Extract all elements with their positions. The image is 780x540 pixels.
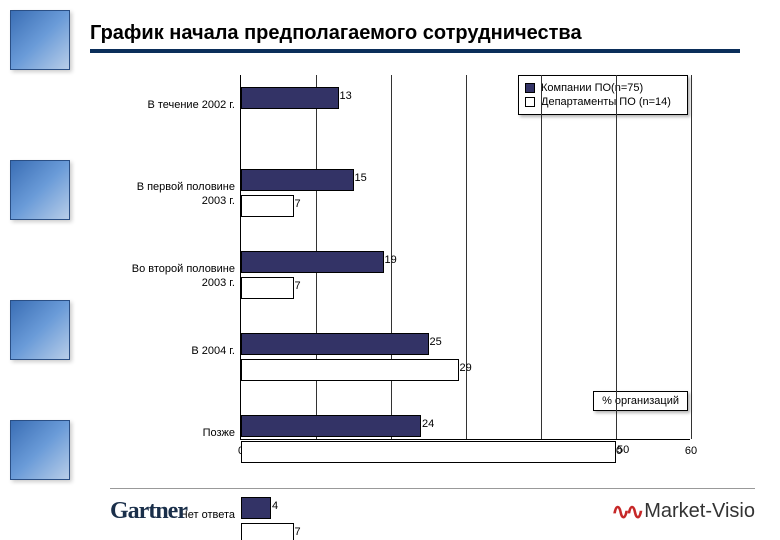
legend-swatch-departments bbox=[525, 97, 535, 107]
sidebar-image-4 bbox=[10, 420, 70, 480]
market-visio-label: Market-Visio bbox=[644, 500, 755, 523]
bar: 15 bbox=[241, 169, 354, 191]
legend-label-departments: Департаменты ПО (n=14) bbox=[541, 96, 671, 108]
category-label: Позже bbox=[110, 427, 235, 441]
header: График начала предполагаемого сотрудниче… bbox=[90, 22, 760, 53]
chart: Компании ПО(n=75) Департаменты ПО (n=14)… bbox=[110, 75, 690, 470]
bar: 24 bbox=[241, 415, 421, 437]
bar-value-label: 13 bbox=[340, 90, 360, 102]
bar-value-label: 24 bbox=[422, 418, 442, 430]
category-label: Во второй половине 2003 г. bbox=[110, 263, 235, 291]
gartner-logo: Gartner bbox=[110, 498, 187, 525]
bar-value-label: 50 bbox=[617, 444, 637, 456]
bar-value-label: 7 bbox=[295, 198, 315, 210]
bar: 7 bbox=[241, 277, 294, 299]
plot-area: Компании ПО(n=75) Департаменты ПО (n=14)… bbox=[240, 75, 690, 440]
bar: 29 bbox=[241, 359, 459, 381]
legend-item-companies: Компании ПО(n=75) bbox=[525, 82, 681, 94]
sidebar-image-3 bbox=[10, 300, 70, 360]
gridline bbox=[541, 75, 542, 439]
x-tick: 60 bbox=[685, 445, 697, 457]
legend-swatch-companies bbox=[525, 83, 535, 93]
gridline bbox=[691, 75, 692, 439]
footer: Gartner ∿∿ Market-Visio bbox=[110, 488, 755, 528]
bar-value-label: 29 bbox=[460, 362, 480, 374]
slide-title: График начала предполагаемого сотрудниче… bbox=[90, 22, 760, 45]
bar: 7 bbox=[241, 195, 294, 217]
bar: 13 bbox=[241, 87, 339, 109]
bar-value-label: 19 bbox=[385, 254, 405, 266]
market-visio-icon: ∿∿ bbox=[611, 499, 640, 525]
legend-item-departments: Департаменты ПО (n=14) bbox=[525, 96, 681, 108]
legend-label-companies: Компании ПО(n=75) bbox=[541, 82, 643, 94]
gridline bbox=[466, 75, 467, 439]
gridline bbox=[616, 75, 617, 439]
bar-value-label: 7 bbox=[295, 280, 315, 292]
bar: 50 bbox=[241, 441, 616, 463]
category-label: В первой половине 2003 г. bbox=[110, 181, 235, 209]
sidebar-image-1 bbox=[10, 10, 70, 70]
sidebar-image-2 bbox=[10, 160, 70, 220]
bar: 25 bbox=[241, 333, 429, 355]
x-axis-caption: % организаций bbox=[593, 391, 688, 411]
bar: 19 bbox=[241, 251, 384, 273]
slide: График начала предполагаемого сотрудниче… bbox=[0, 0, 780, 540]
bar-value-label: 15 bbox=[355, 172, 375, 184]
category-label: В течение 2002 г. bbox=[110, 99, 235, 113]
market-visio-logo: ∿∿ Market-Visio bbox=[611, 499, 755, 525]
category-label: В 2004 г. bbox=[110, 345, 235, 359]
title-underline bbox=[90, 49, 740, 53]
decorative-sidebar bbox=[0, 0, 80, 540]
bar-value-label: 25 bbox=[430, 336, 450, 348]
legend: Компании ПО(n=75) Департаменты ПО (n=14) bbox=[518, 75, 688, 115]
